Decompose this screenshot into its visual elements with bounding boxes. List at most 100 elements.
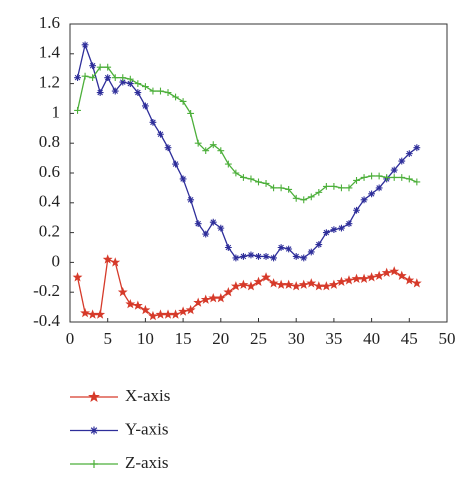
data-point bbox=[178, 306, 189, 316]
data-point bbox=[292, 194, 300, 202]
legend-marker bbox=[88, 390, 100, 403]
data-point bbox=[360, 174, 368, 181]
data-point bbox=[104, 63, 112, 71]
data-point bbox=[163, 309, 173, 319]
data-point bbox=[375, 172, 383, 180]
x-tick-label: 15 bbox=[175, 329, 192, 348]
y-tick-label: 0.4 bbox=[39, 192, 61, 211]
data-point bbox=[215, 292, 226, 303]
data-point bbox=[366, 272, 377, 282]
y-tick-label: 0.2 bbox=[39, 222, 60, 241]
data-point bbox=[142, 83, 149, 90]
data-point bbox=[315, 241, 323, 248]
data-point bbox=[217, 147, 225, 155]
data-point bbox=[172, 160, 179, 168]
data-point bbox=[187, 110, 195, 117]
data-point bbox=[396, 270, 407, 280]
data-point bbox=[155, 309, 166, 319]
data-point bbox=[353, 177, 360, 184]
data-point bbox=[140, 304, 151, 315]
data-point bbox=[102, 254, 113, 264]
data-point bbox=[111, 74, 119, 82]
data-point bbox=[307, 248, 315, 256]
y-tick-label: 0.8 bbox=[39, 132, 60, 151]
y-tick-label: 1 bbox=[52, 102, 61, 121]
data-point bbox=[306, 278, 317, 288]
data-point bbox=[230, 281, 241, 291]
data-point bbox=[126, 80, 134, 87]
data-point bbox=[164, 89, 172, 96]
data-point bbox=[338, 184, 345, 192]
y-tick-label: 0.6 bbox=[39, 162, 60, 181]
x-tick-label: 40 bbox=[363, 329, 380, 348]
data-point bbox=[194, 139, 202, 147]
data-point bbox=[110, 257, 121, 267]
y-tick-label: -0.4 bbox=[33, 311, 60, 330]
data-point bbox=[125, 298, 136, 309]
data-point bbox=[193, 297, 204, 307]
data-point bbox=[404, 275, 415, 285]
data-point bbox=[80, 307, 90, 318]
x-tick-label: 35 bbox=[325, 329, 342, 348]
data-point bbox=[307, 193, 315, 201]
data-point bbox=[157, 130, 164, 138]
data-point bbox=[390, 174, 398, 181]
y-tick-label: 1.2 bbox=[39, 73, 60, 92]
data-point bbox=[223, 287, 234, 297]
data-point bbox=[164, 144, 172, 152]
data-point bbox=[142, 102, 149, 110]
data-point bbox=[255, 253, 262, 260]
data-point bbox=[232, 169, 240, 177]
data-point bbox=[398, 174, 406, 181]
data-point bbox=[253, 276, 264, 286]
y-tick-label: 1.6 bbox=[39, 13, 60, 32]
data-point bbox=[375, 184, 383, 192]
data-point bbox=[381, 267, 392, 278]
data-point bbox=[179, 98, 187, 105]
data-point bbox=[240, 174, 247, 181]
data-point bbox=[359, 273, 369, 283]
data-point bbox=[74, 74, 81, 82]
data-point bbox=[246, 281, 256, 291]
data-point bbox=[313, 281, 324, 291]
data-point bbox=[270, 254, 277, 262]
data-point bbox=[185, 304, 196, 315]
data-point bbox=[368, 190, 375, 198]
data-point bbox=[209, 218, 217, 226]
data-point bbox=[232, 254, 240, 262]
data-point bbox=[179, 175, 187, 183]
data-point bbox=[95, 309, 106, 319]
data-point bbox=[134, 89, 142, 96]
data-point bbox=[277, 244, 285, 251]
data-point bbox=[149, 87, 157, 95]
data-point bbox=[261, 272, 271, 282]
data-point bbox=[72, 272, 83, 282]
data-point bbox=[132, 300, 143, 310]
legend-marker bbox=[90, 460, 98, 468]
data-point bbox=[277, 184, 285, 192]
data-point bbox=[262, 180, 270, 187]
data-point bbox=[117, 287, 128, 297]
series-line bbox=[76, 42, 418, 259]
data-point bbox=[247, 251, 255, 259]
data-point bbox=[368, 172, 375, 180]
data-point bbox=[351, 273, 362, 283]
data-point bbox=[285, 245, 293, 253]
data-point bbox=[89, 62, 97, 70]
data-point bbox=[247, 175, 255, 183]
data-point bbox=[187, 196, 195, 204]
data-point bbox=[157, 87, 164, 95]
legend-label: Z-axis bbox=[125, 453, 168, 472]
legend-label: Y-axis bbox=[125, 419, 168, 438]
x-tick-label: 25 bbox=[250, 329, 267, 348]
x-tick-label: 10 bbox=[137, 329, 154, 348]
data-point bbox=[202, 230, 210, 238]
data-point bbox=[389, 266, 400, 276]
data-point bbox=[405, 150, 413, 158]
data-point bbox=[268, 278, 279, 288]
data-point bbox=[87, 309, 98, 319]
x-tick-label: 20 bbox=[212, 329, 229, 348]
data-point bbox=[96, 63, 104, 71]
data-point bbox=[240, 253, 247, 260]
